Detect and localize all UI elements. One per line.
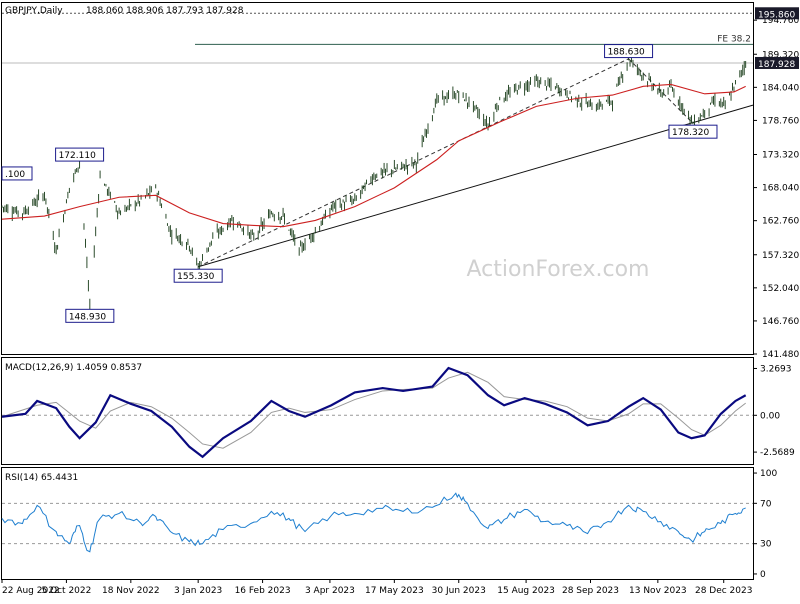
x-tick-label: 28 Sep 2023 bbox=[562, 586, 619, 596]
x-tick-label: 30 Jun 2023 bbox=[432, 586, 486, 596]
y-tick-label: 100 bbox=[760, 469, 777, 479]
fib-label: FE 38.2 bbox=[717, 34, 751, 44]
y-tick-label: 70 bbox=[760, 499, 772, 509]
y-tick-label: -2.5689 bbox=[760, 448, 795, 458]
y-tick-label: 194.760 bbox=[762, 16, 799, 26]
x-tick-label: 15 Aug 2023 bbox=[497, 586, 555, 596]
y-tick-label: 0.00 bbox=[760, 411, 780, 421]
swing-label: 188.630 bbox=[608, 48, 645, 58]
price-ohlc-readout: 188.060 188.906 187.793 187.928 bbox=[86, 6, 244, 16]
swing-label-box bbox=[604, 44, 654, 59]
y-tick-label: 157.320 bbox=[762, 251, 799, 261]
x-tick-label: 3 Jan 2023 bbox=[174, 586, 222, 596]
y-tick-label: 3.2693 bbox=[760, 364, 792, 374]
moving-average-line bbox=[1, 83, 746, 228]
y-tick-label: 184.040 bbox=[762, 83, 799, 93]
macd-line bbox=[1, 366, 747, 459]
swing-label-box bbox=[65, 308, 115, 323]
rsi-line bbox=[1, 492, 746, 553]
x-tick-label: 13 Nov 2023 bbox=[629, 586, 687, 596]
macd-panel bbox=[1, 357, 754, 465]
swing-label: .100 bbox=[5, 170, 25, 180]
swing-label-box bbox=[1, 166, 33, 181]
x-tick-label: 28 Dec 2023 bbox=[695, 586, 753, 596]
swing-label: 172.110 bbox=[59, 151, 96, 161]
x-tick-label: 3 Apr 2023 bbox=[305, 586, 355, 596]
macd-panel-title: MACD(12,26,9) 1.4059 0.8537 bbox=[5, 363, 142, 373]
x-tick-label: 17 May 2023 bbox=[365, 586, 424, 596]
price-panel bbox=[1, 2, 754, 355]
rsi-layer: 100 70 30 0 bbox=[1, 469, 777, 580]
x-tick-label: 22 Aug 2022 bbox=[2, 586, 60, 596]
support-trendline bbox=[198, 104, 754, 268]
x-tick-label: 16 Feb 2023 bbox=[235, 586, 291, 596]
swing-label: 148.930 bbox=[69, 312, 106, 322]
y-tick-label: 146.760 bbox=[762, 317, 799, 327]
rsi-panel bbox=[1, 467, 754, 580]
swing-label-box bbox=[668, 124, 718, 139]
y-tick-label: 189.320 bbox=[762, 50, 799, 60]
y-tick-label: 168.040 bbox=[762, 184, 799, 194]
x-tick-label: 18 Nov 2022 bbox=[102, 586, 160, 596]
y-tick-label: 152.040 bbox=[762, 284, 799, 294]
macd-signal-line bbox=[1, 371, 746, 449]
x-tick-label: 5 Oct 2022 bbox=[41, 586, 91, 596]
macd-layer: 3.2693 0.00 -2.5689 bbox=[1, 364, 795, 459]
swing-label-box bbox=[173, 268, 223, 283]
price-panel-title: GBPJPY,Daily bbox=[5, 6, 63, 16]
y-tick-label: 173.320 bbox=[762, 151, 799, 161]
current-price-badge bbox=[755, 56, 799, 69]
swing-label: 155.330 bbox=[177, 272, 214, 282]
y-tick-label: 30 bbox=[760, 540, 772, 550]
y-tick-label: 162.760 bbox=[762, 217, 799, 227]
top-level-badge bbox=[755, 7, 799, 20]
watermark: ActionForex.com bbox=[467, 257, 650, 282]
top-level-label: 195.860 bbox=[758, 10, 795, 20]
y-tick-label: 178.760 bbox=[762, 116, 799, 126]
y-tick-label: 141.480 bbox=[762, 350, 799, 360]
price-layer: 194.760 189.320 184.040 178.760 173.320 168.0… bbox=[1, 7, 799, 360]
swing-label-box bbox=[55, 147, 105, 162]
swing-label: 178.320 bbox=[672, 128, 709, 138]
current-price-label: 187.928 bbox=[758, 60, 795, 70]
y-tick-label: 0 bbox=[760, 570, 766, 580]
rsi-panel-title: RSI(14) 65.4431 bbox=[5, 473, 78, 483]
